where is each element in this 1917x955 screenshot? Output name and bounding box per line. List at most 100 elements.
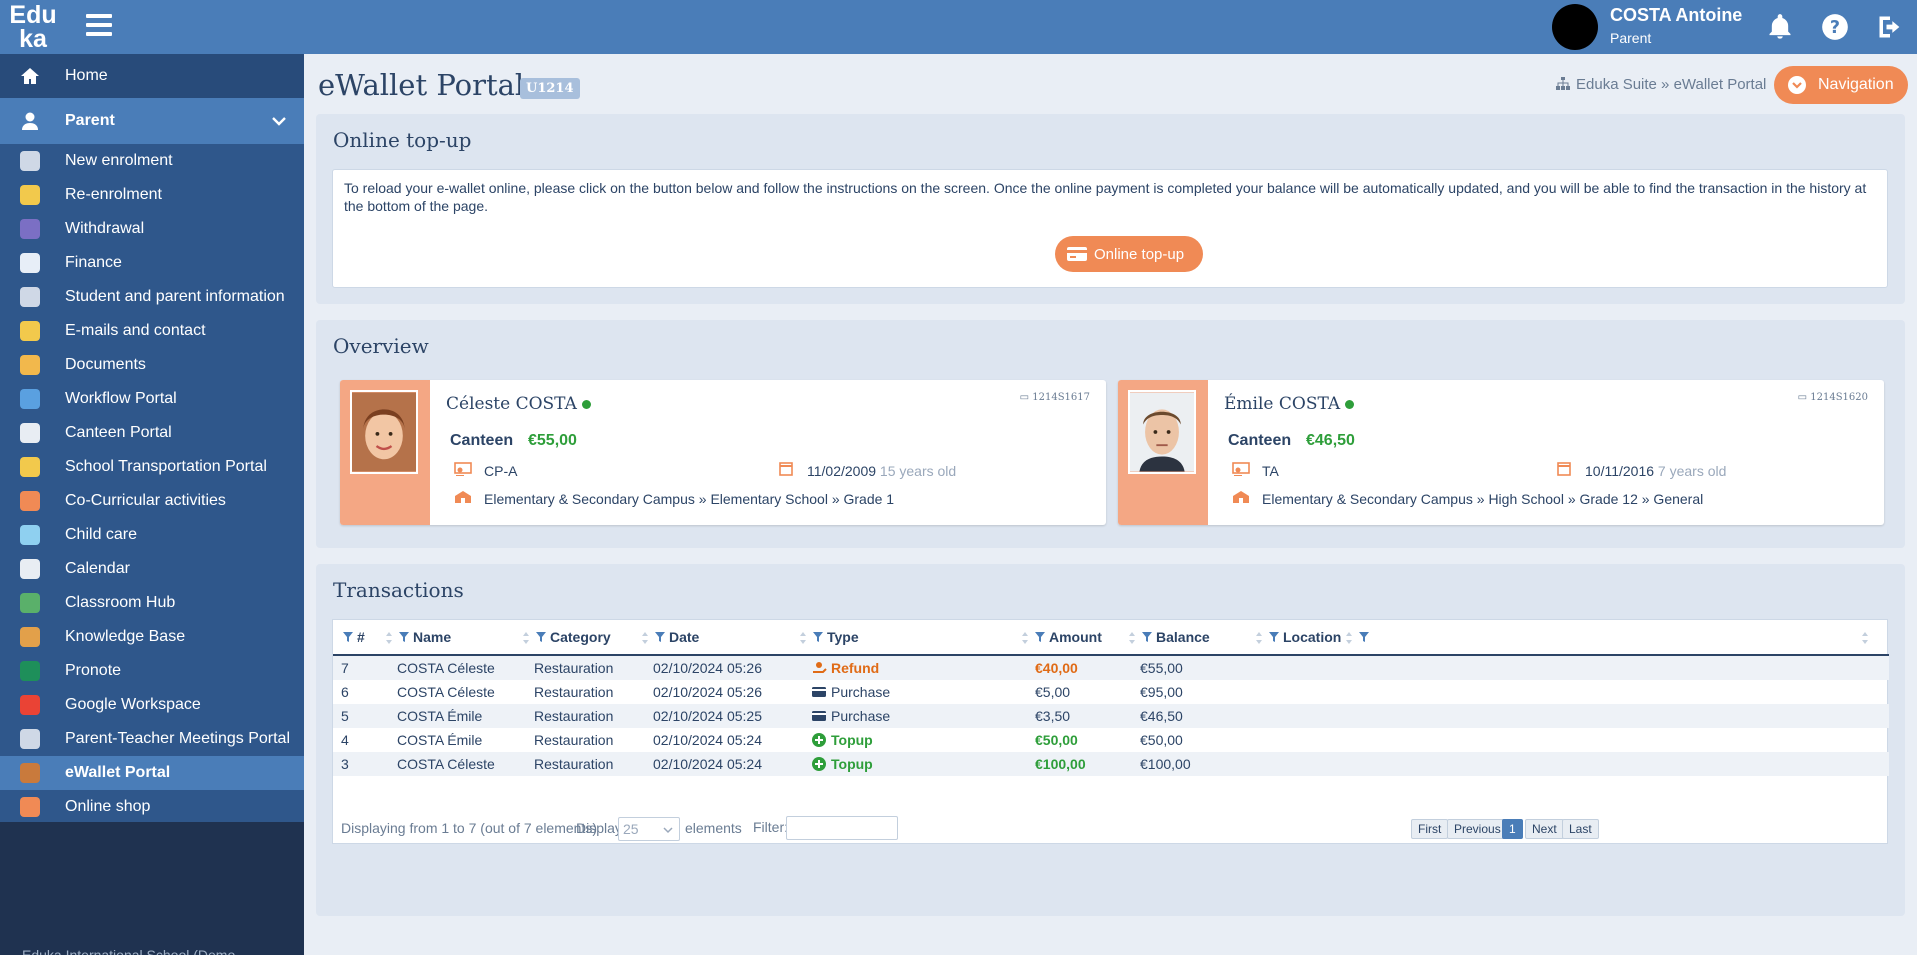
sidebar-item[interactable]: Online shop <box>0 790 304 824</box>
column-header[interactable]: Category <box>550 629 611 645</box>
online-topup-label: Online top-up <box>1094 245 1185 263</box>
sort-icon[interactable] <box>1128 630 1136 646</box>
filter-icon[interactable] <box>1269 632 1279 642</box>
sidebar-item[interactable]: Workflow Portal <box>0 382 304 416</box>
pager-button[interactable]: Last <box>1562 819 1599 839</box>
table-row[interactable]: 4 COSTA Émile Restauration 02/10/2024 05:24… <box>333 728 1889 752</box>
table-row[interactable]: 3 COSTA Céleste Restauration 02/10/2024 05:… <box>333 752 1889 776</box>
sidebar-item[interactable]: Parent-Teacher Meetings Portal <box>0 722 304 756</box>
filter-input[interactable] <box>786 816 898 840</box>
page-size-select[interactable]: 25 <box>618 817 680 841</box>
topup-panel: Online top-up To reload your e-wallet on… <box>316 114 1905 304</box>
sidebar-section-parent[interactable]: Parent <box>0 98 304 144</box>
user-name[interactable]: COSTA Antoine <box>1610 5 1743 25</box>
column-header[interactable]: Date <box>669 629 700 645</box>
sidebar-item-label: Home <box>65 67 108 84</box>
filter-icon[interactable] <box>399 632 409 642</box>
child-card[interactable]: Émile COSTA ▭ 1214S1620 Canteen €46,50 T… <box>1118 380 1884 525</box>
logout-icon[interactable] <box>1876 13 1904 41</box>
pager-button[interactable]: Next <box>1525 819 1564 839</box>
refund-icon <box>813 662 827 673</box>
documents-icon <box>20 355 40 375</box>
sidebar-item[interactable]: New enrolment <box>0 144 304 178</box>
table-row[interactable]: 7 COSTA Céleste Restauration 02/10/2024 05:… <box>333 656 1889 680</box>
sidebar-item[interactable]: Documents <box>0 348 304 382</box>
sidebar-item[interactable]: Withdrawal <box>0 212 304 246</box>
sidebar-item[interactable]: Finance <box>0 246 304 280</box>
child-birthdate: 10/11/2016 7 years old <box>1585 463 1727 479</box>
transactions-panel: Transactions # Name Category Date Type Amount… <box>316 564 1905 916</box>
sidebar-item[interactable]: Knowledge Base <box>0 620 304 654</box>
menu-toggle-icon[interactable] <box>86 14 112 36</box>
help-icon[interactable]: ? <box>1821 13 1849 41</box>
sidebar-item-label: Re-enrolment <box>65 186 162 203</box>
pager-button[interactable]: First <box>1411 819 1449 839</box>
column-header[interactable]: Amount <box>1049 629 1102 645</box>
cell-type: Topup <box>831 756 873 772</box>
sidebar-item[interactable]: Calendar <box>0 552 304 586</box>
cell-id: 5 <box>341 708 349 724</box>
cell-id: 4 <box>341 732 349 748</box>
sort-icon[interactable] <box>641 630 649 646</box>
sort-icon[interactable] <box>385 630 393 646</box>
breadcrumb-text[interactable]: Eduka Suite » eWallet Portal <box>1576 76 1767 93</box>
cell-amount: €50,00 <box>1035 732 1078 748</box>
table-row[interactable]: 5 COSTA Émile Restauration 02/10/2024 05:25… <box>333 704 1889 728</box>
bell-icon[interactable] <box>1766 13 1794 41</box>
cell-category: Restauration <box>534 660 614 676</box>
child-name: Céleste COSTA <box>446 394 591 414</box>
cell-name: COSTA Céleste <box>397 660 495 676</box>
sort-icon[interactable] <box>1861 630 1869 646</box>
sidebar-item[interactable]: Re-enrolment <box>0 178 304 212</box>
school-icon <box>455 491 471 503</box>
pager-button[interactable]: 1 <box>1502 819 1523 839</box>
sidebar-item[interactable]: Child care <box>0 518 304 552</box>
column-header[interactable]: Balance <box>1156 629 1210 645</box>
sort-icon[interactable] <box>522 630 530 646</box>
cell-id: 6 <box>341 684 349 700</box>
sidebar-item-home[interactable]: Home <box>0 54 304 98</box>
sort-icon[interactable] <box>1345 630 1353 646</box>
calendar-icon <box>20 559 40 579</box>
navigation-button[interactable]: Navigation <box>1774 66 1908 104</box>
pager-button[interactable]: Previous <box>1447 819 1508 839</box>
eduka-logo[interactable]: Edu ka <box>0 0 66 54</box>
column-header[interactable]: Name <box>413 629 452 645</box>
navigation-button-label: Navigation <box>1818 76 1894 93</box>
filter-icon[interactable] <box>536 632 546 642</box>
filter-icon[interactable] <box>1035 632 1045 642</box>
school-icon <box>1233 491 1249 503</box>
avatar[interactable] <box>1552 4 1598 50</box>
sort-icon[interactable] <box>799 630 807 646</box>
filter-icon[interactable] <box>1359 632 1369 642</box>
filter-icon[interactable] <box>1142 632 1152 642</box>
sidebar-item-label: Google Workspace <box>65 696 201 713</box>
online-status-icon <box>581 400 591 409</box>
child-school-path: Elementary & Secondary Campus » High Sch… <box>1262 491 1704 507</box>
filter-icon[interactable] <box>343 632 353 642</box>
sidebar-item[interactable]: Classroom Hub <box>0 586 304 620</box>
sidebar-item[interactable]: E-mails and contact <box>0 314 304 348</box>
column-header[interactable]: # <box>357 629 365 645</box>
sidebar-item-label: Student and parent information <box>65 288 285 305</box>
column-header[interactable]: Location <box>1283 629 1342 645</box>
online-topup-button[interactable]: Online top-up <box>1055 236 1203 272</box>
topup-box: To reload your e-wallet online, please c… <box>332 169 1888 288</box>
sidebar-item[interactable]: Google Workspace <box>0 688 304 722</box>
table-row[interactable]: 6 COSTA Céleste Restauration 02/10/2024 05:… <box>333 680 1889 704</box>
sidebar-item[interactable]: eWallet Portal <box>0 756 304 790</box>
sort-icon[interactable] <box>1021 630 1029 646</box>
filter-icon[interactable] <box>655 632 665 642</box>
sort-icon[interactable] <box>1255 630 1263 646</box>
filter-icon[interactable] <box>813 632 823 642</box>
sidebar-item[interactable]: Pronote <box>0 654 304 688</box>
sidebar-item[interactable]: Co-Curricular activities <box>0 484 304 518</box>
sidebar-item-label: Classroom Hub <box>65 594 176 611</box>
sidebar-item[interactable]: Canteen Portal <box>0 416 304 450</box>
cell-type: Purchase <box>831 684 891 700</box>
cell-id: 3 <box>341 756 349 772</box>
column-header[interactable]: Type <box>827 629 859 645</box>
sidebar-item[interactable]: Student and parent information <box>0 280 304 314</box>
child-card[interactable]: Céleste COSTA ▭ 1214S1617 Canteen €55,00… <box>340 380 1106 525</box>
sidebar-item[interactable]: School Transportation Portal <box>0 450 304 484</box>
